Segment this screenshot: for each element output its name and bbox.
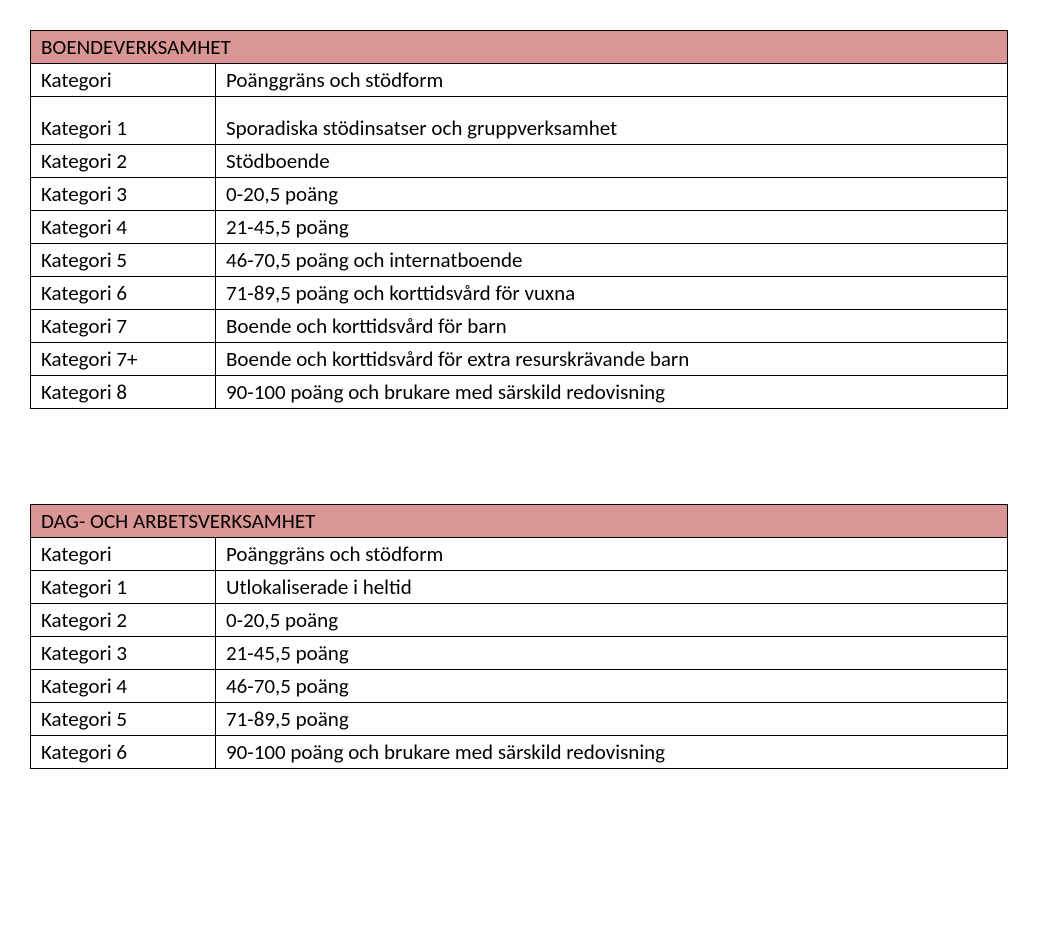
table2-cell-category: Kategori 4 bbox=[31, 670, 216, 703]
table1-cell-category: Kategori 7 bbox=[31, 310, 216, 343]
table2-cell-description: 0-20,5 poäng bbox=[216, 604, 1008, 637]
table1-cell-description: Stödboende bbox=[216, 145, 1008, 178]
table2-cell-category: Kategori 3 bbox=[31, 637, 216, 670]
table1-cell-category: Kategori 8 bbox=[31, 376, 216, 409]
table-row: Kategori 1Utlokaliserade i heltid bbox=[31, 571, 1008, 604]
table-row: Kategori 421-45,5 poäng bbox=[31, 211, 1008, 244]
table1-cell-description: 46-70,5 poäng och internatboende bbox=[216, 244, 1008, 277]
table-row: Kategori 571-89,5 poäng bbox=[31, 703, 1008, 736]
table-row: Kategori 30-20,5 poäng bbox=[31, 178, 1008, 211]
table-dag-arbetsverksamhet: DAG- OCH ARBETSVERKSAMHET Kategori Poäng… bbox=[30, 504, 1008, 769]
table2-cell-description: 90-100 poäng och brukare med särskild re… bbox=[216, 736, 1008, 769]
table-row: Kategori 690-100 poäng och brukare med s… bbox=[31, 736, 1008, 769]
spacer bbox=[30, 409, 1008, 504]
table-boendeverksamhet: BOENDEVERKSAMHET Kategori Poänggräns och… bbox=[30, 30, 1008, 409]
table-row: Kategori 1Sporadiska stödinsatser och gr… bbox=[31, 97, 1008, 145]
table1-cell-category: Kategori 6 bbox=[31, 277, 216, 310]
table-row: Kategori 446-70,5 poäng bbox=[31, 670, 1008, 703]
table1-cell-description: Boende och korttidsvård för extra resurs… bbox=[216, 343, 1008, 376]
table1-cell-description: 0-20,5 poäng bbox=[216, 178, 1008, 211]
table1-cell-description: Sporadiska stödinsatser och gruppverksam… bbox=[216, 97, 1008, 145]
table-row: Kategori 321-45,5 poäng bbox=[31, 637, 1008, 670]
table2-cell-category: Kategori 2 bbox=[31, 604, 216, 637]
table-row: Kategori 2Stödboende bbox=[31, 145, 1008, 178]
table2-cell-category: Kategori 6 bbox=[31, 736, 216, 769]
table1-cell-description: 90-100 poäng och brukare med särskild re… bbox=[216, 376, 1008, 409]
table1-cell-category: Kategori 3 bbox=[31, 178, 216, 211]
table1-cell-category: Kategori 4 bbox=[31, 211, 216, 244]
table1-cell-description: Boende och korttidsvård för barn bbox=[216, 310, 1008, 343]
table2-cell-description: 71-89,5 poäng bbox=[216, 703, 1008, 736]
table1-col0-header: Kategori bbox=[31, 64, 216, 97]
table1-cell-category: Kategori 1 bbox=[31, 97, 216, 145]
table-row: Kategori 546-70,5 poäng och internatboen… bbox=[31, 244, 1008, 277]
table2-cell-category: Kategori 5 bbox=[31, 703, 216, 736]
table1-col1-header: Poänggräns och stödform bbox=[216, 64, 1008, 97]
table1-cell-category: Kategori 2 bbox=[31, 145, 216, 178]
table2-cell-description: 46-70,5 poäng bbox=[216, 670, 1008, 703]
table-row: Kategori 671-89,5 poäng och korttidsvård… bbox=[31, 277, 1008, 310]
table1-title: BOENDEVERKSAMHET bbox=[31, 31, 1008, 64]
table1-cell-category: Kategori 7+ bbox=[31, 343, 216, 376]
table1-cell-description: 71-89,5 poäng och korttidsvård för vuxna bbox=[216, 277, 1008, 310]
table-row: Kategori 7Boende och korttidsvård för ba… bbox=[31, 310, 1008, 343]
table2-cell-description: 21-45,5 poäng bbox=[216, 637, 1008, 670]
table1-cell-category: Kategori 5 bbox=[31, 244, 216, 277]
table2-cell-description: Utlokaliserade i heltid bbox=[216, 571, 1008, 604]
table-row: Kategori 7+Boende och korttidsvård för e… bbox=[31, 343, 1008, 376]
table-row: Kategori 20-20,5 poäng bbox=[31, 604, 1008, 637]
table2-col1-header: Poänggräns och stödform bbox=[216, 538, 1008, 571]
table2-title: DAG- OCH ARBETSVERKSAMHET bbox=[31, 505, 1008, 538]
table2-col0-header: Kategori bbox=[31, 538, 216, 571]
table-row: Kategori 890-100 poäng och brukare med s… bbox=[31, 376, 1008, 409]
table1-cell-description: 21-45,5 poäng bbox=[216, 211, 1008, 244]
table2-cell-category: Kategori 1 bbox=[31, 571, 216, 604]
